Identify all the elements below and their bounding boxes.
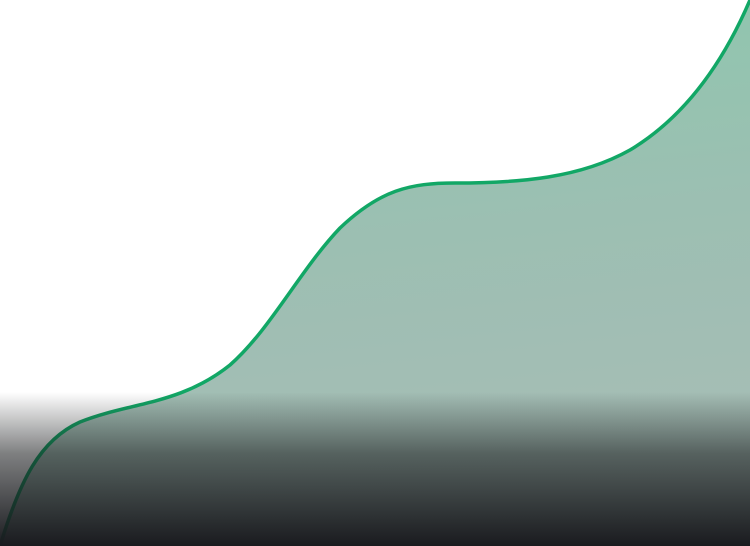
- canvas: [0, 0, 750, 546]
- wave-area-graphic: [0, 0, 750, 546]
- wave-area-fill: [0, 0, 750, 546]
